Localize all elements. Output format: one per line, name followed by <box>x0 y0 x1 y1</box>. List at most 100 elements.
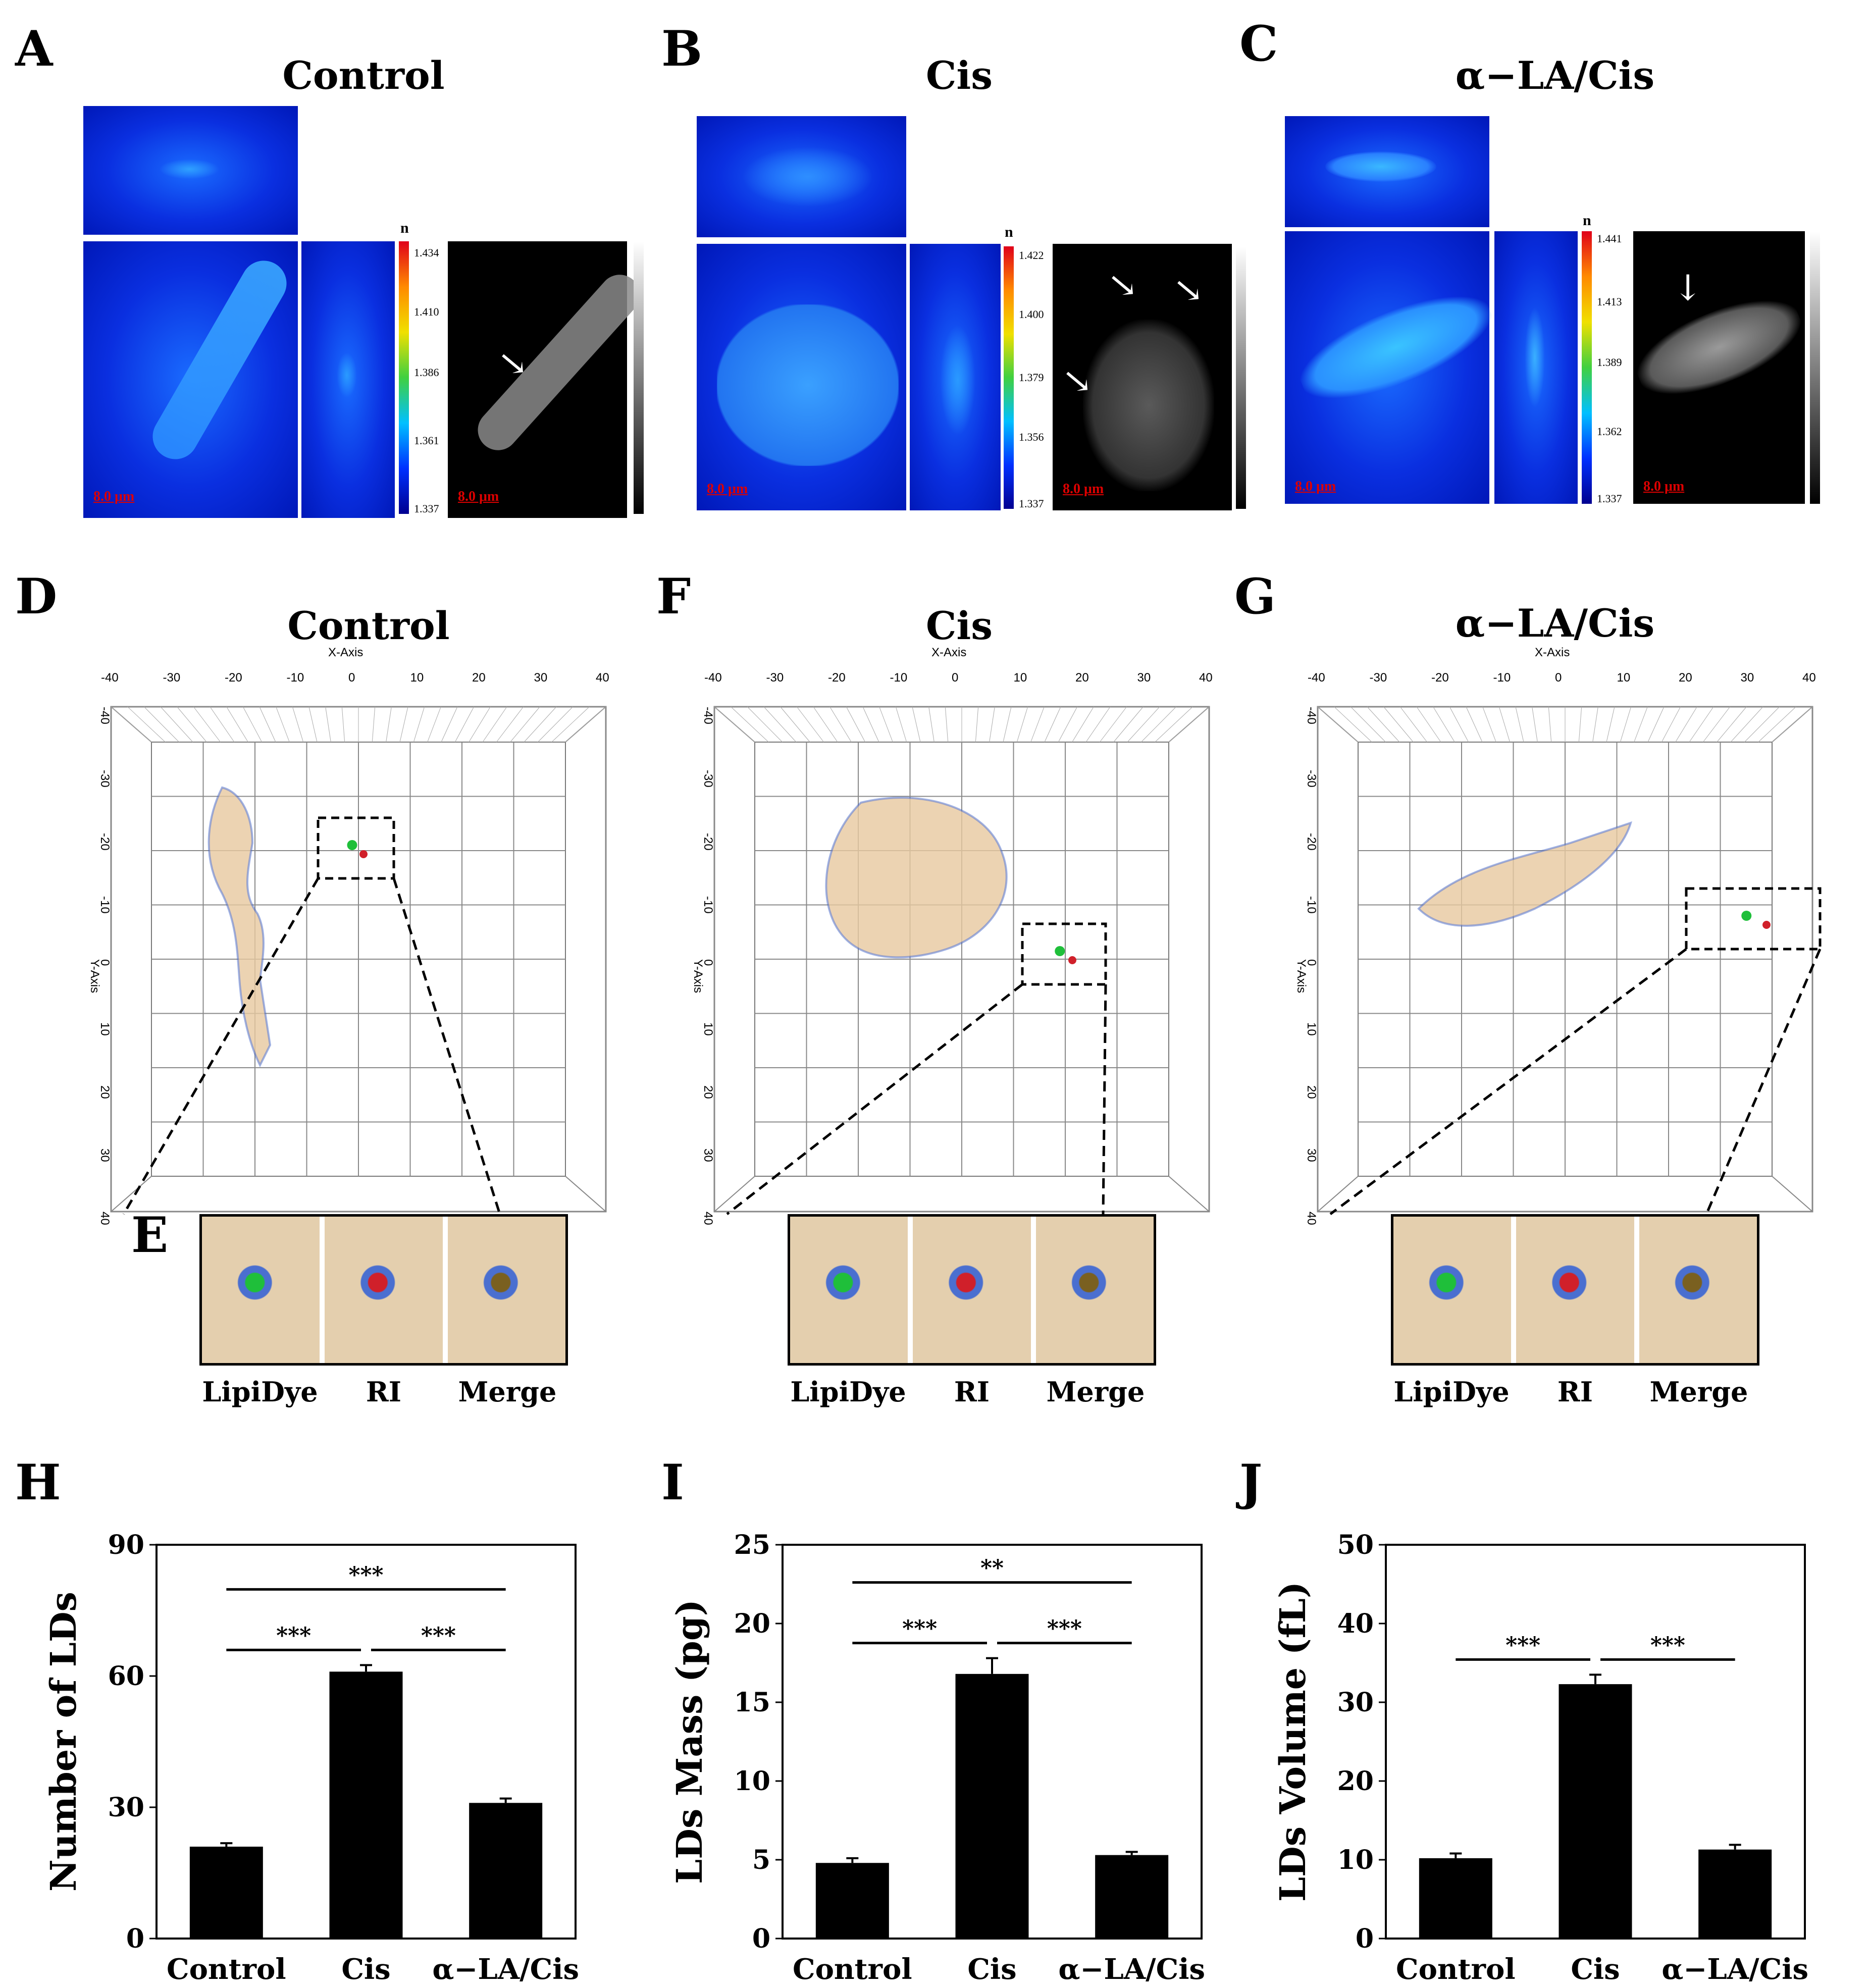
zoom-connector-left <box>1329 948 1687 1216</box>
top-hatch <box>454 706 475 743</box>
zoom-label-lipidye: LipiDye <box>790 1376 906 1408</box>
middle-row-plots: X-Axis -40 -30 -20 -10 0 10 20 30 40 Y-Axis -40 -30 -… <box>88 646 1822 1225</box>
lipid-droplet-red <box>359 850 368 858</box>
c-scale-bar: 8.0 μm <box>1295 479 1336 494</box>
y-axis-title: Y-Axis <box>691 959 705 993</box>
x-tick-label: 40 <box>1199 671 1213 685</box>
a-xy-view: 8.0 μm <box>83 241 298 518</box>
top-hatch <box>565 706 606 743</box>
x-tick-label: 20 <box>472 671 486 685</box>
x-tick-label: -30 <box>766 671 784 685</box>
box-edge <box>565 1176 606 1212</box>
zoom-strip <box>1391 1214 1759 1366</box>
b-arrow-icon-1: → <box>1098 259 1148 310</box>
top-hatch <box>551 706 590 743</box>
top-hatch <box>1689 706 1714 743</box>
b-xz-view <box>697 116 906 237</box>
top-hatch <box>763 706 797 743</box>
y-tick-label: 40 <box>1337 1608 1374 1639</box>
box-edge <box>1317 1176 1359 1212</box>
top-hatch <box>111 706 152 743</box>
category-label: Control <box>793 1953 912 1986</box>
top-hatch <box>945 706 949 743</box>
y-tick-label: 20 <box>98 1085 112 1099</box>
x-tick-label: 40 <box>1802 671 1816 685</box>
y-axis-title: Y-Axis <box>88 959 101 993</box>
top-hatch <box>895 706 907 743</box>
chart-j: 0 10 20 30 40 50 LDs Volume (fL) Control Cis α−LA… <box>1272 1530 1808 1986</box>
c-cbar-tick-0: 1.441 <box>1597 232 1622 245</box>
x-tick-label: -40 <box>704 671 722 685</box>
zoom-label-merge: Merge <box>458 1376 557 1408</box>
top-hatch <box>1099 706 1127 743</box>
cell-body <box>207 786 272 1068</box>
c-cbar-tick-2: 1.389 <box>1597 356 1622 369</box>
top-hatch <box>482 706 507 743</box>
bar-cis <box>329 1671 403 1939</box>
cell-rendering <box>207 786 272 1068</box>
y-tick-label: 10 <box>1337 1845 1374 1875</box>
b-arrow-icon-2: → <box>1164 264 1214 316</box>
panel-label-f: F <box>656 568 691 625</box>
zoom-tile <box>202 1217 320 1363</box>
y-tick-label: 20 <box>1305 1085 1318 1099</box>
cell-rendering <box>1417 821 1632 927</box>
zoom-strip <box>788 1214 1156 1366</box>
category-label: α−LA/Cis <box>1058 1953 1205 1986</box>
x-tick-label: 10 <box>1014 671 1027 685</box>
top-hatch <box>1168 706 1210 743</box>
x-tick-label: -10 <box>890 671 908 685</box>
title-a: Control <box>282 53 445 98</box>
y-tick-label: 0 <box>98 959 112 966</box>
y-tick-label: 5 <box>752 1845 770 1875</box>
top-hatch <box>341 706 345 743</box>
y-axis-title: Y-Axis <box>1294 959 1308 993</box>
chart-i: 0 5 10 15 20 25 LDs Mass (pg) Control Cis α−LA/Ci… <box>668 1530 1205 1986</box>
y-tick-label: 0 <box>701 959 715 966</box>
a-ri-gray-view: → 8.0 μm <box>448 241 648 518</box>
zoom-tile <box>325 1217 443 1363</box>
top-hatch <box>1140 706 1177 743</box>
y-tick-label: 10 <box>1305 1022 1318 1036</box>
y-tick-label: -30 <box>701 770 715 788</box>
c-arrow-icon: → <box>1668 272 1709 302</box>
y-axis-label: LDs Volume (fL) <box>1272 1582 1314 1902</box>
y-tick-label: 30 <box>98 1148 112 1162</box>
b-cbar-symbol: n <box>1005 224 1013 240</box>
y-tick-label: -30 <box>98 770 112 788</box>
x-tick-label: -20 <box>225 671 242 685</box>
c-cbar-tick-3: 1.362 <box>1597 425 1622 438</box>
top-hatch <box>259 706 276 743</box>
top-hatch <box>1044 706 1061 743</box>
top-hatch <box>399 706 408 743</box>
b-scale-bar: 8.0 μm <box>707 481 748 497</box>
category-label: α−LA/Cis <box>1662 1953 1808 1986</box>
panel-label-d: D <box>15 568 58 625</box>
x-tick-label: 40 <box>596 671 609 685</box>
top-hatch <box>1532 706 1538 743</box>
bar-lacis <box>1095 1855 1169 1939</box>
top-hatch <box>1744 706 1780 743</box>
lipid-droplet-red <box>1068 956 1076 964</box>
plot-f: X-Axis -40 -30 -20 -10 0 10 20 30 40 Y-Axis -40 -30 -… <box>691 646 1213 1225</box>
c-colorbar <box>1582 231 1592 504</box>
zoom-label-ri: RI <box>954 1376 990 1408</box>
significance-label: *** <box>1650 1632 1685 1658</box>
top-hatch <box>1634 706 1648 743</box>
y-tick-label: -10 <box>701 896 715 914</box>
c-yz-view <box>1494 231 1578 504</box>
b-cbar-tick-1: 1.400 <box>1019 308 1044 321</box>
significance-label: *** <box>1047 1616 1082 1642</box>
y-axis-label: Number of LDs <box>42 1592 84 1892</box>
top-hatch <box>1449 706 1469 743</box>
top-hatch <box>1606 706 1615 743</box>
top-hatch <box>731 706 769 743</box>
significance-label: *** <box>1505 1632 1540 1658</box>
top-hatch <box>276 706 290 743</box>
top-hatch <box>160 706 193 743</box>
y-tick-label: 0 <box>1356 1923 1374 1954</box>
zoom-connector-right <box>392 878 501 1215</box>
y-tick-label: 0 <box>752 1923 770 1954</box>
y-tick-label: 20 <box>701 1085 715 1099</box>
c-cbar-symbol: n <box>1583 212 1591 229</box>
